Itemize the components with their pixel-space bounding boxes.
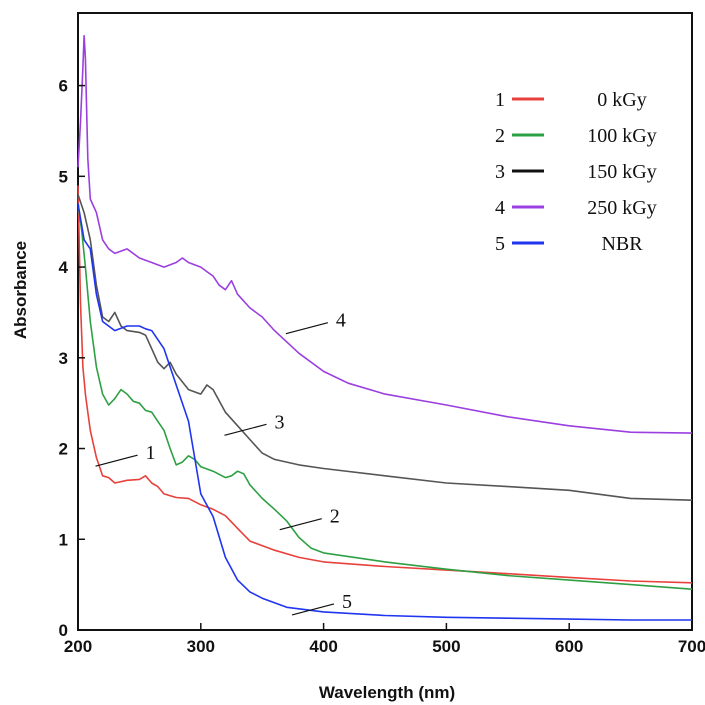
y-axis-title: Absorbance xyxy=(11,241,30,339)
series-line-4 xyxy=(77,34,693,434)
curve-label-5: 5 xyxy=(342,591,352,613)
curve-label-layer: 1 2 3 4 5 xyxy=(95,310,352,616)
legend: 1 0 kGy 2 100 kGy 3 150 kGy 4 250 kGy 5 NBR xyxy=(495,89,657,255)
series-line-1 xyxy=(77,185,693,584)
legend-label-5: NBR xyxy=(601,233,643,255)
y-tick-label: 5 xyxy=(59,167,68,186)
legend-label-1: 0 kGy xyxy=(597,89,646,111)
curve-label-leader xyxy=(95,454,138,467)
legend-number-3: 3 xyxy=(495,161,505,183)
x-tick-label: 400 xyxy=(309,637,337,656)
x-tick-label: 300 xyxy=(187,637,215,656)
curve-label-3: 3 xyxy=(274,411,284,433)
curve-label-leader xyxy=(224,423,267,436)
x-axis-title: Wavelength (nm) xyxy=(319,683,455,702)
x-tick-label: 700 xyxy=(678,637,705,656)
curve-label-leader xyxy=(285,322,329,335)
legend-label-2: 100 kGy xyxy=(587,125,656,147)
x-tick-label: 500 xyxy=(432,637,460,656)
x-tick-label: 600 xyxy=(555,637,583,656)
x-tick-label: 200 xyxy=(64,637,92,656)
legend-number-5: 5 xyxy=(495,233,505,255)
y-tick-label: 2 xyxy=(59,440,68,459)
series-line-2 xyxy=(77,203,693,590)
series-line-5 xyxy=(77,203,692,621)
y-tick-label: 6 xyxy=(59,77,68,96)
curve-label-4: 4 xyxy=(336,310,346,332)
curve-label-leader xyxy=(291,603,335,616)
legend-label-4: 250 kGy xyxy=(587,197,656,219)
y-tick-label: 0 xyxy=(59,621,68,640)
curve-label-1: 1 xyxy=(146,442,156,464)
tick-layer: 200 300 400 500 600 700 0 1 2 3 4 5 6 xyxy=(59,77,705,656)
series-layer xyxy=(77,34,693,621)
legend-number-4: 4 xyxy=(495,197,505,219)
legend-number-2: 2 xyxy=(495,125,505,147)
plot-frame xyxy=(77,12,693,631)
legend-label-3: 150 kGy xyxy=(587,161,656,183)
legend-number-1: 1 xyxy=(495,89,505,111)
curve-label-leader xyxy=(279,518,322,531)
curve-label-2: 2 xyxy=(330,506,340,528)
series-line-3 xyxy=(77,194,693,501)
y-tick-label: 4 xyxy=(59,258,69,277)
y-tick-label: 1 xyxy=(59,530,68,549)
y-tick-label: 3 xyxy=(59,349,68,368)
